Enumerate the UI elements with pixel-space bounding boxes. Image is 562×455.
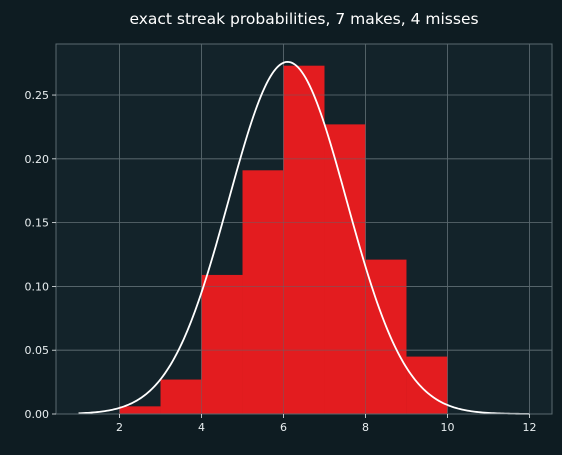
y-tick-label: 0.25 (25, 89, 50, 102)
y-tick-label: 0.00 (25, 408, 50, 421)
x-tick-label: 8 (362, 421, 369, 434)
histogram-bar (242, 170, 284, 414)
x-tick-label: 4 (198, 421, 205, 434)
y-axis-ticks: 0.00 0.05 0.10 0.15 0.20 0.25 (25, 89, 56, 421)
axes-frame (55, 43, 553, 415)
x-tick-label: 6 (280, 421, 287, 434)
x-axis-ticks: 2 4 6 8 10 12 (116, 414, 536, 434)
histogram-bar (201, 274, 243, 414)
chart-title: exact streak probabilities, 7 makes, 4 m… (129, 10, 478, 28)
y-tick-label: 0.05 (25, 344, 50, 357)
x-tick-label: 2 (116, 421, 123, 434)
histogram-bar (324, 124, 366, 415)
fitted-normal-curve (78, 60, 530, 415)
bars-layer (119, 65, 448, 415)
x-tick-label: 10 (440, 421, 454, 434)
y-tick-label: 0.20 (25, 153, 50, 166)
histogram-bar (119, 406, 161, 414)
y-tick-label: 0.10 (25, 280, 50, 293)
histogram-bar (160, 379, 202, 414)
histogram-bar (365, 259, 407, 414)
x-tick-label: 12 (522, 421, 536, 434)
histogram-bar (283, 65, 325, 415)
histogram-bar (406, 356, 448, 414)
axes-layer (55, 43, 553, 415)
y-tick-label: 0.15 (25, 217, 50, 230)
